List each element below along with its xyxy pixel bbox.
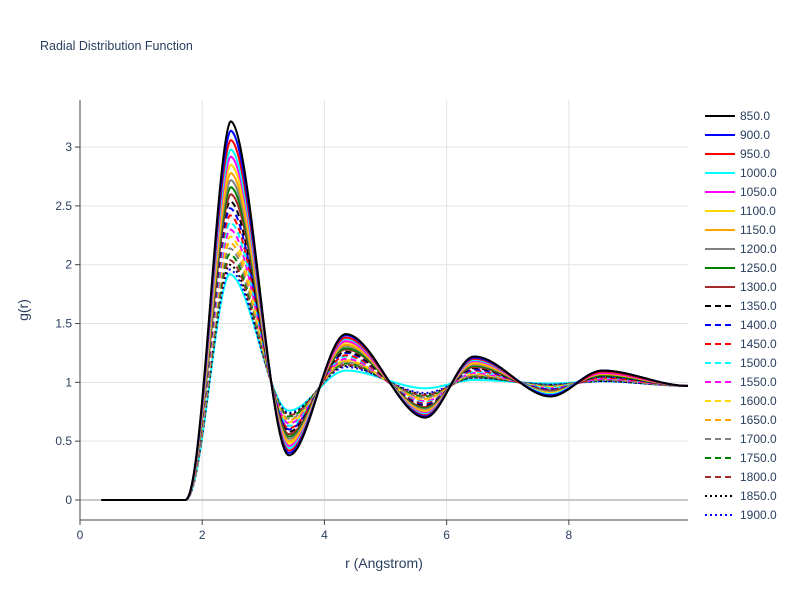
series-line xyxy=(101,179,688,501)
series-line xyxy=(101,207,688,501)
y-tick-label: 1 xyxy=(65,375,72,389)
x-tick-label: 0 xyxy=(77,528,84,542)
legend-item[interactable]: 850.0 xyxy=(705,109,770,123)
legend-label: 1800.0 xyxy=(740,470,777,484)
series-line xyxy=(101,259,688,501)
legend-label: 1700.0 xyxy=(740,432,777,446)
legend-item[interactable]: 1000.0 xyxy=(705,166,777,180)
y-axis-title: g(r) xyxy=(15,299,31,321)
legend-item[interactable]: 900.0 xyxy=(705,128,770,142)
legend-label: 1550.0 xyxy=(740,375,777,389)
series-line xyxy=(101,221,688,501)
x-tick-label: 8 xyxy=(566,528,573,542)
axes: 0 0.5 1 1.5 2 2.5 3 0 2 4 6 8 xyxy=(55,100,688,542)
legend-label: 1250.0 xyxy=(740,261,777,275)
y-tick-label: 1.5 xyxy=(55,317,72,331)
legend[interactable]: 850.0 900.0 950.0 1000.0 1050.0 1100.0 1150.0 1… xyxy=(705,109,777,522)
series-line xyxy=(101,139,689,501)
legend-item[interactable]: 1500.0 xyxy=(705,356,777,370)
legend-label: 1600.0 xyxy=(740,394,777,408)
y-tick-label: 2.5 xyxy=(55,199,72,213)
series-line xyxy=(101,186,688,501)
legend-item[interactable]: 1550.0 xyxy=(705,375,777,389)
x-tick-label: 4 xyxy=(321,528,328,542)
y-tick-label: 3 xyxy=(65,140,72,154)
series-line xyxy=(101,235,688,501)
legend-label: 1350.0 xyxy=(740,299,777,313)
legend-label: 1650.0 xyxy=(740,413,777,427)
grid xyxy=(80,100,688,520)
series-line xyxy=(101,214,688,501)
series-line xyxy=(101,200,688,501)
series-line xyxy=(101,193,688,501)
legend-item[interactable]: 1150.0 xyxy=(705,223,776,237)
y-tick-label: 2 xyxy=(65,258,72,272)
legend-item[interactable]: 950.0 xyxy=(705,147,770,161)
series-line xyxy=(101,228,688,501)
legend-label: 1900.0 xyxy=(740,508,777,522)
legend-item[interactable]: 1850.0 xyxy=(705,489,777,503)
x-axis-title: r (Angstrom) xyxy=(345,555,423,571)
legend-item[interactable]: 1450.0 xyxy=(705,337,777,351)
series-line xyxy=(101,148,689,501)
legend-label: 850.0 xyxy=(740,109,770,123)
legend-label: 1150.0 xyxy=(740,223,776,237)
legend-item[interactable]: 1650.0 xyxy=(705,413,777,427)
legend-item[interactable]: 1750.0 xyxy=(705,451,777,465)
series-line xyxy=(101,120,689,501)
series-line xyxy=(101,155,689,501)
legend-item[interactable]: 1100.0 xyxy=(705,204,776,218)
legend-item[interactable]: 1600.0 xyxy=(705,394,777,408)
legend-label: 900.0 xyxy=(740,128,770,142)
legend-item[interactable]: 1800.0 xyxy=(705,470,777,484)
legend-label: 950.0 xyxy=(740,147,770,161)
legend-label: 1200.0 xyxy=(740,242,777,256)
legend-label: 1500.0 xyxy=(740,356,777,370)
legend-item[interactable]: 1700.0 xyxy=(705,432,777,446)
legend-label: 1450.0 xyxy=(740,337,777,351)
legend-label: 1750.0 xyxy=(740,451,777,465)
legend-label: 1850.0 xyxy=(740,489,777,503)
legend-label: 1400.0 xyxy=(740,318,777,332)
plot-area xyxy=(101,120,689,501)
chart-title: Radial Distribution Function xyxy=(40,39,193,53)
series-line xyxy=(101,163,689,501)
series-line xyxy=(101,129,689,501)
y-tick-label: 0.5 xyxy=(55,434,72,448)
legend-item[interactable]: 1400.0 xyxy=(705,318,777,332)
x-tick-label: 6 xyxy=(443,528,450,542)
legend-item[interactable]: 1900.0 xyxy=(705,508,777,522)
legend-label: 1000.0 xyxy=(740,166,777,180)
legend-item[interactable]: 1300.0 xyxy=(705,280,777,294)
legend-item[interactable]: 1350.0 xyxy=(705,299,777,313)
legend-item[interactable]: 1050.0 xyxy=(705,185,777,199)
legend-label: 1050.0 xyxy=(740,185,777,199)
legend-label: 1300.0 xyxy=(740,280,777,294)
y-tick-label: 0 xyxy=(65,493,72,507)
legend-label: 1100.0 xyxy=(740,204,776,218)
legend-item[interactable]: 1250.0 xyxy=(705,261,777,275)
x-tick-label: 2 xyxy=(199,528,206,542)
series-line xyxy=(101,172,688,501)
legend-item[interactable]: 1200.0 xyxy=(705,242,777,256)
